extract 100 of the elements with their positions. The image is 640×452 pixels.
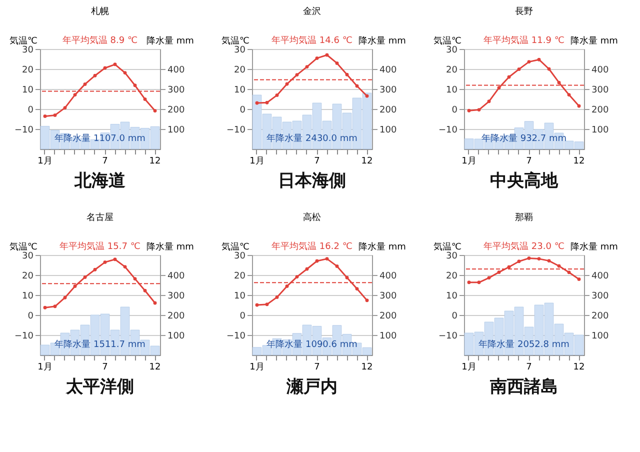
x-tick-label: 7 (526, 156, 532, 166)
y-tick-label: 10 (22, 86, 34, 96)
point (103, 66, 107, 70)
text: 年平均気温 11.9 ℃ (484, 35, 564, 46)
y2-axis-title: 降水量 mm (570, 36, 618, 46)
point (547, 259, 551, 263)
y-tick-label: 20 (446, 66, 458, 76)
x-tick-label: 1月 (462, 362, 476, 372)
y2-tick-label: 400 (168, 272, 185, 282)
x-tick-label: 12 (573, 362, 585, 372)
point (567, 270, 571, 274)
x-tick-label: 12 (149, 362, 161, 372)
point (285, 82, 289, 86)
point (305, 267, 309, 271)
point (325, 257, 329, 261)
y2-tick-label: 400 (168, 66, 185, 76)
point (527, 256, 531, 260)
point (295, 73, 299, 77)
text: 年平均気温 23.0 ℃ (484, 241, 564, 252)
annotation: 年降水量 1107.0 mm (54, 133, 146, 144)
point (467, 108, 471, 112)
y-axis-title: 気温℃ (433, 36, 462, 46)
point (365, 298, 369, 302)
point (63, 106, 67, 110)
point (345, 276, 349, 280)
point (325, 53, 329, 57)
y2-tick-label: 200 (380, 106, 397, 116)
point (497, 270, 501, 274)
x-tick-label: 7 (102, 362, 108, 372)
chart-title: 高松 (303, 212, 321, 223)
y-tick-label: 30 (234, 46, 246, 56)
point (477, 280, 481, 284)
point (315, 259, 319, 263)
point (113, 258, 117, 262)
chart-title: 金沢 (303, 6, 321, 17)
text: 太平洋側 (65, 377, 134, 397)
y-tick-label: 20 (234, 66, 246, 76)
text: 年平均気温 16.2 ℃ (272, 241, 352, 252)
y-tick-label: 0 (28, 312, 34, 322)
y2-tick-label: 300 (592, 86, 609, 96)
y-tick-label: 10 (446, 86, 458, 96)
chart-title: 那覇 (515, 212, 533, 223)
y-tick-label: 30 (446, 252, 458, 262)
y-tick-label: 30 (446, 46, 458, 56)
point (355, 287, 359, 291)
point (93, 74, 97, 78)
point (255, 101, 259, 105)
point (123, 265, 127, 269)
point (467, 280, 471, 284)
x-tick-label: 7 (314, 362, 320, 372)
point (477, 108, 481, 112)
point (53, 304, 57, 308)
point (345, 72, 349, 76)
y2-tick-label: 400 (380, 272, 397, 282)
x-tick-label: 12 (573, 156, 585, 166)
y2-tick-label: 300 (592, 292, 609, 302)
point (93, 268, 97, 272)
text: 中央高地 (490, 171, 559, 191)
point (265, 302, 269, 306)
y-tick-label: −10 (226, 332, 246, 342)
point (265, 100, 269, 104)
x-tick-label: 12 (361, 362, 373, 372)
point (153, 301, 157, 305)
point (497, 86, 501, 90)
point (113, 62, 117, 66)
y2-axis-title: 降水量 mm (358, 242, 406, 252)
x-tick-label: 12 (361, 156, 373, 166)
y2-tick-label: 300 (168, 86, 185, 96)
point (73, 93, 77, 97)
y-tick-label: 20 (234, 272, 246, 282)
x-tick-label: 7 (526, 362, 532, 372)
point (527, 60, 531, 64)
annotation: 年降水量 1090.6 mm (266, 339, 358, 350)
text: 瀬戸内 (286, 377, 338, 397)
annotation: 年降水量 2052.8 mm (478, 339, 570, 350)
y-tick-label: 10 (234, 86, 246, 96)
point (305, 65, 309, 69)
y-tick-label: 0 (240, 312, 246, 322)
y-tick-label: 0 (452, 312, 458, 322)
point (133, 84, 137, 88)
y2-tick-label: 200 (168, 312, 185, 322)
point (43, 306, 47, 310)
x-tick-label: 1月 (462, 156, 476, 166)
y2-tick-label: 300 (168, 292, 185, 302)
point (43, 114, 47, 118)
y-tick-label: −10 (438, 126, 458, 136)
point (577, 277, 581, 281)
x-tick-label: 12 (149, 156, 161, 166)
y2-tick-label: 400 (592, 272, 609, 282)
y-tick-label: 20 (446, 272, 458, 282)
x-tick-label: 1月 (38, 362, 52, 372)
point (153, 109, 157, 113)
point (83, 82, 87, 86)
point (103, 260, 107, 264)
point (517, 67, 521, 71)
annotation: 年降水量 2430.0 mm (266, 133, 358, 144)
y2-tick-label: 200 (380, 312, 397, 322)
y2-tick-label: 100 (380, 332, 397, 342)
y2-tick-label: 200 (592, 312, 609, 322)
annotation: 年降水量 1511.7 mm (54, 339, 146, 350)
